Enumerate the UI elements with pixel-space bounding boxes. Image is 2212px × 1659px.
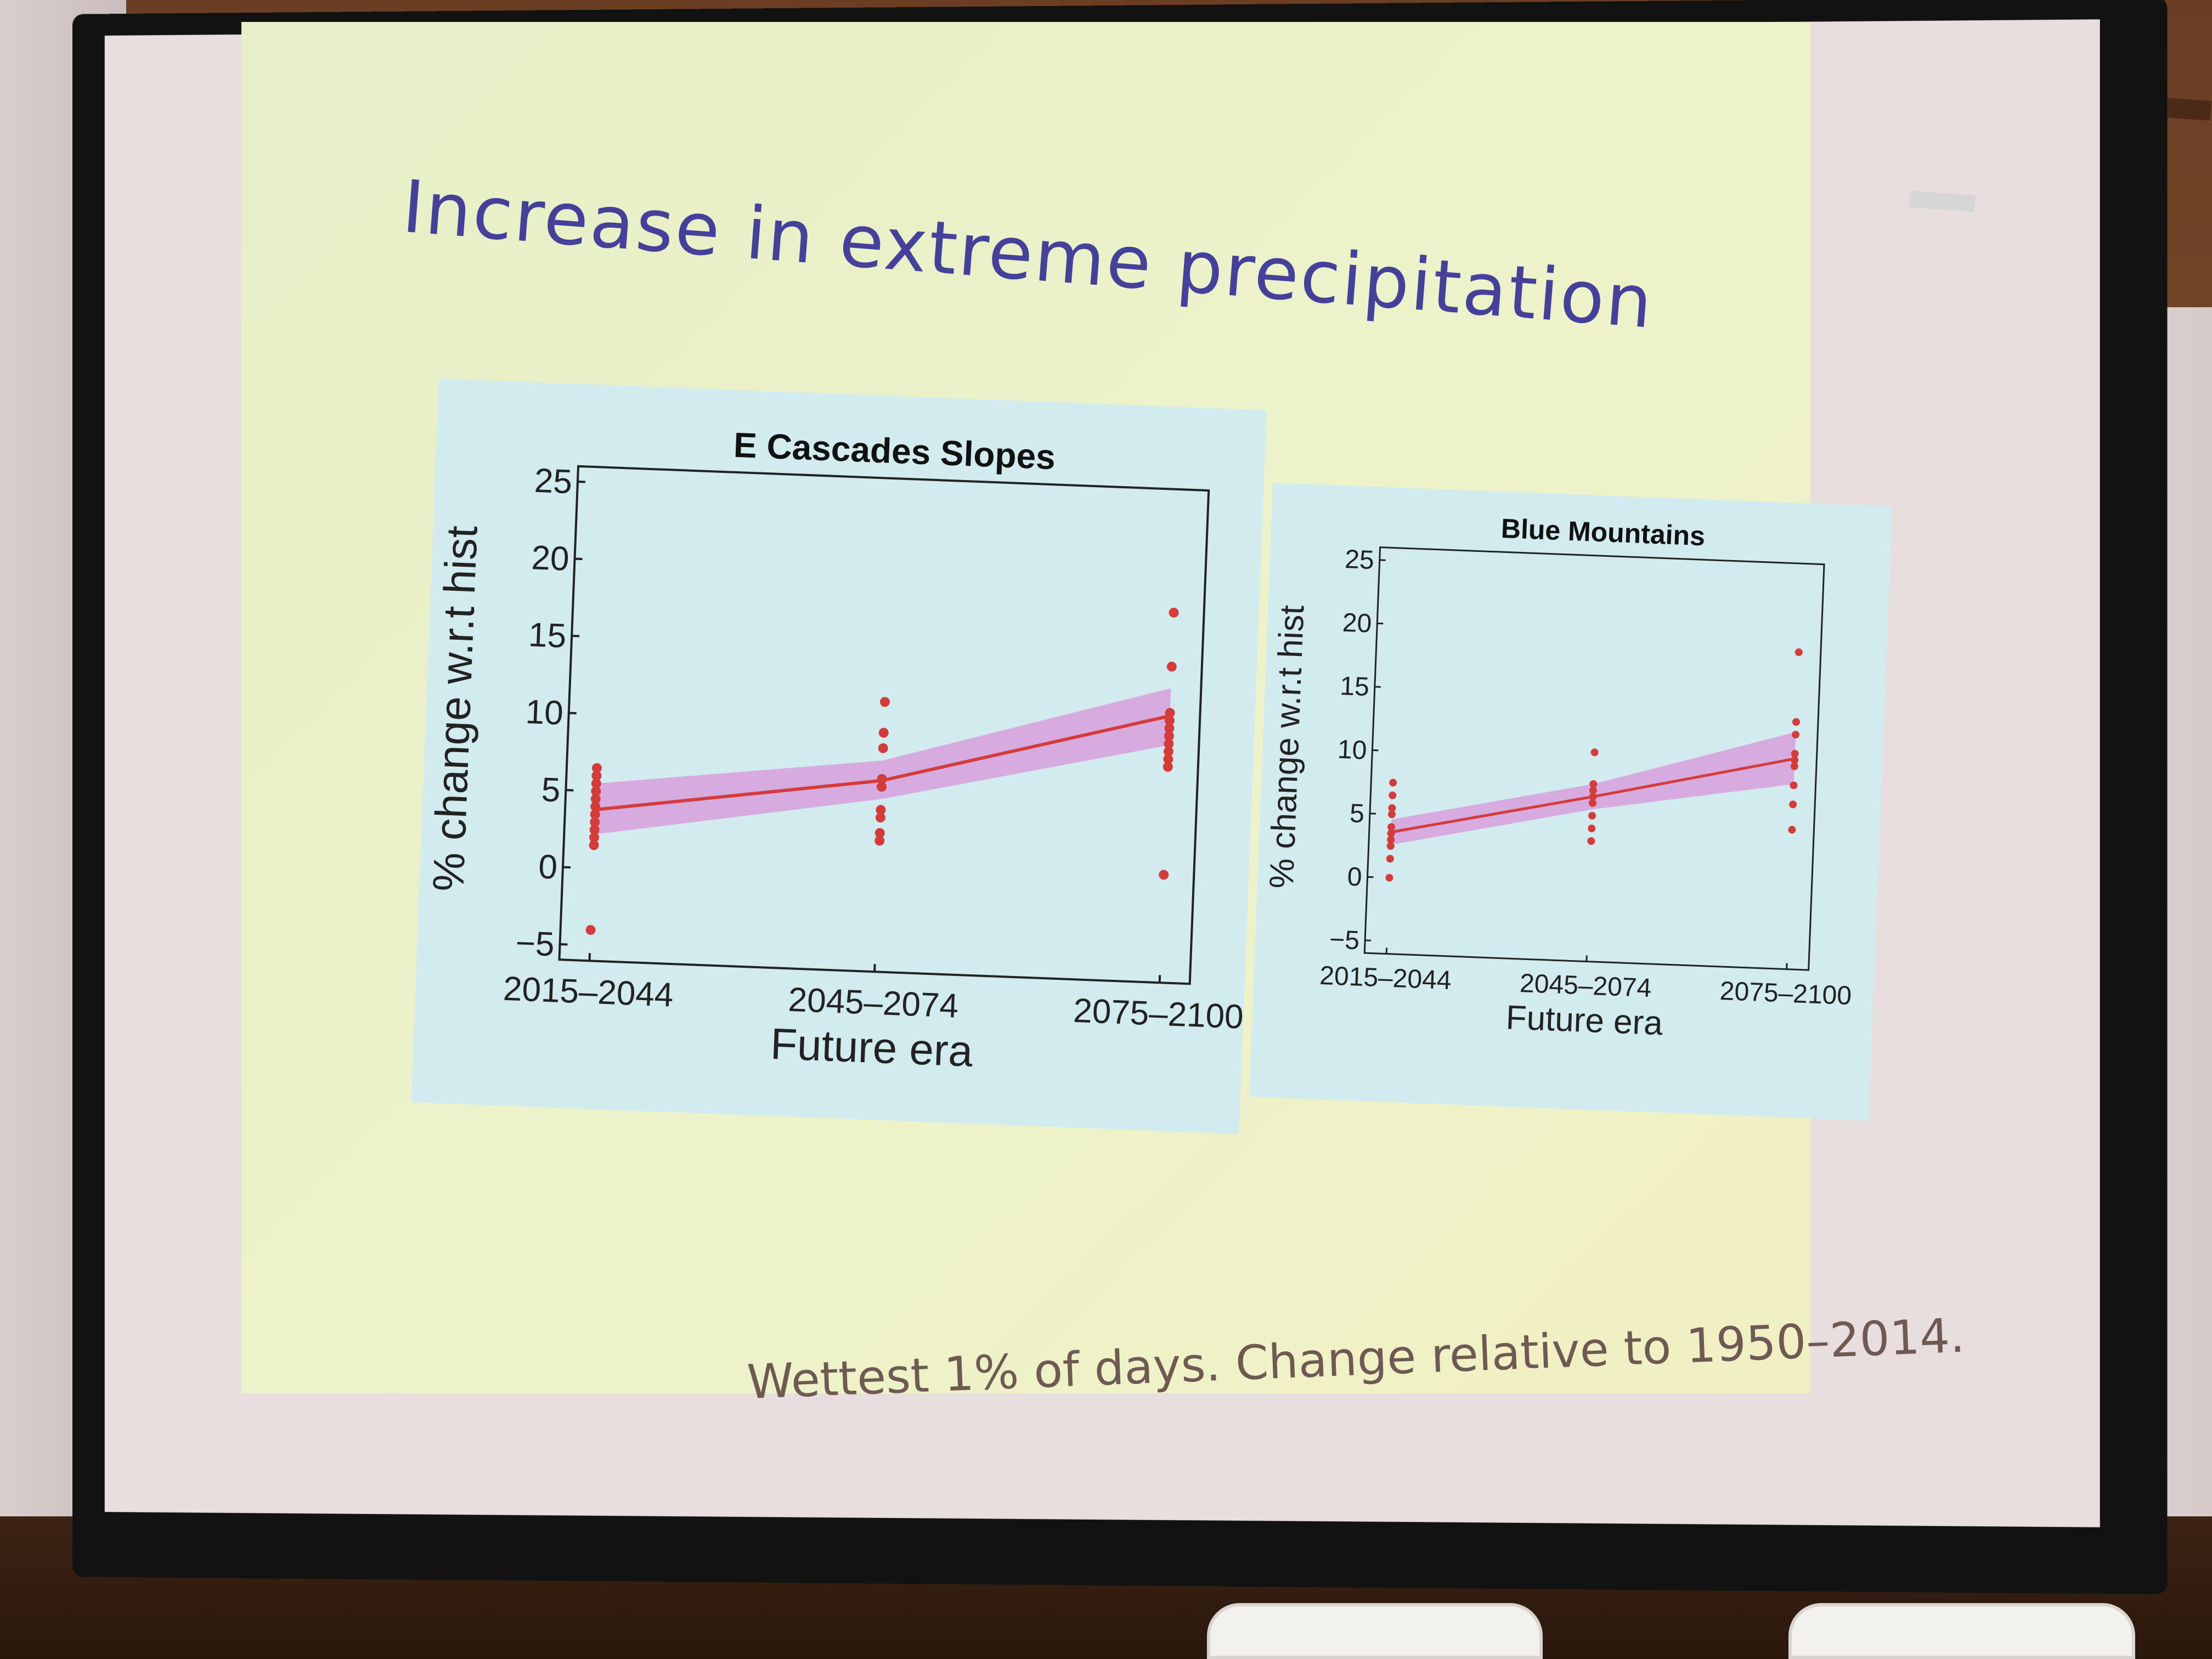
- chart-title: Blue Mountains: [1500, 513, 1706, 551]
- y-tick: [575, 558, 583, 559]
- x-tick-label: 2015–2044: [503, 970, 674, 1014]
- y-tick-label: 20: [531, 539, 570, 578]
- data-point: [1385, 874, 1393, 882]
- y-tick-label: 25: [534, 462, 573, 501]
- chart-blue-mountains: Blue Mountains −5 0 5 10 15 20 25 2015–2044 2045–…: [1249, 483, 1892, 1121]
- y-tick-label: 15: [1339, 672, 1369, 702]
- y-tick: [566, 790, 573, 791]
- y-tick: [563, 867, 571, 868]
- chart-panel-blue-mountains: Blue Mountains −5 0 5 10 15 20 25 2015–2044 2045–…: [1249, 483, 1892, 1121]
- data-point: [1588, 825, 1596, 833]
- chart-title: E Cascades Slopes: [733, 425, 1056, 477]
- chair: [1207, 1603, 1543, 1659]
- data-point: [1789, 800, 1797, 809]
- x-axis-label: Future era: [770, 1019, 974, 1076]
- data-point: [1386, 855, 1395, 863]
- chart-e-cascades: E Cascades Slopes −5 0 5 10 15 20 25 2015–2044 20…: [411, 379, 1267, 1134]
- y-tick: [569, 713, 577, 714]
- confidence-band: [594, 667, 1171, 856]
- y-tick-label: −5: [515, 924, 555, 964]
- y-tick-label: 15: [528, 616, 567, 656]
- y-axis-label: % change w.r.t hist: [1263, 605, 1312, 889]
- y-tick-label: 5: [541, 771, 561, 809]
- chair: [1788, 1603, 2135, 1659]
- y-tick-label: 5: [1349, 799, 1365, 828]
- x-tick: [589, 953, 590, 961]
- y-tick-label: 25: [1344, 545, 1374, 575]
- data-point: [592, 763, 602, 774]
- data-point: [1389, 778, 1397, 787]
- data-point: [1788, 826, 1796, 834]
- y-tick-label: 10: [524, 693, 564, 732]
- x-tick: [874, 964, 875, 972]
- data-point: [878, 727, 889, 738]
- data-point: [874, 828, 885, 838]
- data-point: [1587, 837, 1595, 845]
- x-tick-label: 2075–2100: [1719, 977, 1852, 1011]
- data-point: [1159, 870, 1169, 880]
- data-point: [1792, 718, 1801, 726]
- data-point: [1795, 648, 1803, 657]
- data-point: [878, 743, 888, 753]
- data-point: [585, 925, 596, 935]
- x-tick-label: 2075–2100: [1073, 992, 1244, 1036]
- y-tick-label: 0: [538, 848, 558, 887]
- y-tick-label: 10: [1337, 735, 1367, 765]
- data-point: [1388, 804, 1396, 812]
- x-tick-label: 2015–2044: [1319, 961, 1452, 995]
- x-tick-label: 2045–2074: [788, 981, 960, 1025]
- data-point: [1588, 812, 1596, 820]
- data-point: [876, 805, 886, 815]
- data-point: [1166, 662, 1177, 672]
- x-tick-label: 2045–2074: [1519, 969, 1652, 1003]
- x-axis-label: Future era: [1505, 998, 1664, 1042]
- y-tick-label: 20: [1342, 608, 1372, 639]
- data-point: [1590, 748, 1599, 757]
- data-point: [1389, 791, 1397, 799]
- data-point: [880, 697, 890, 707]
- y-tick-label: −5: [1329, 925, 1360, 955]
- data-point: [1169, 607, 1179, 618]
- chart-panel-e-cascades: E Cascades Slopes −5 0 5 10 15 20 25 2015–2044 20…: [411, 379, 1267, 1134]
- y-axis-label: % change w.r.t hist: [424, 525, 487, 893]
- y-tick-label: 0: [1347, 862, 1363, 892]
- y-tick: [560, 944, 568, 945]
